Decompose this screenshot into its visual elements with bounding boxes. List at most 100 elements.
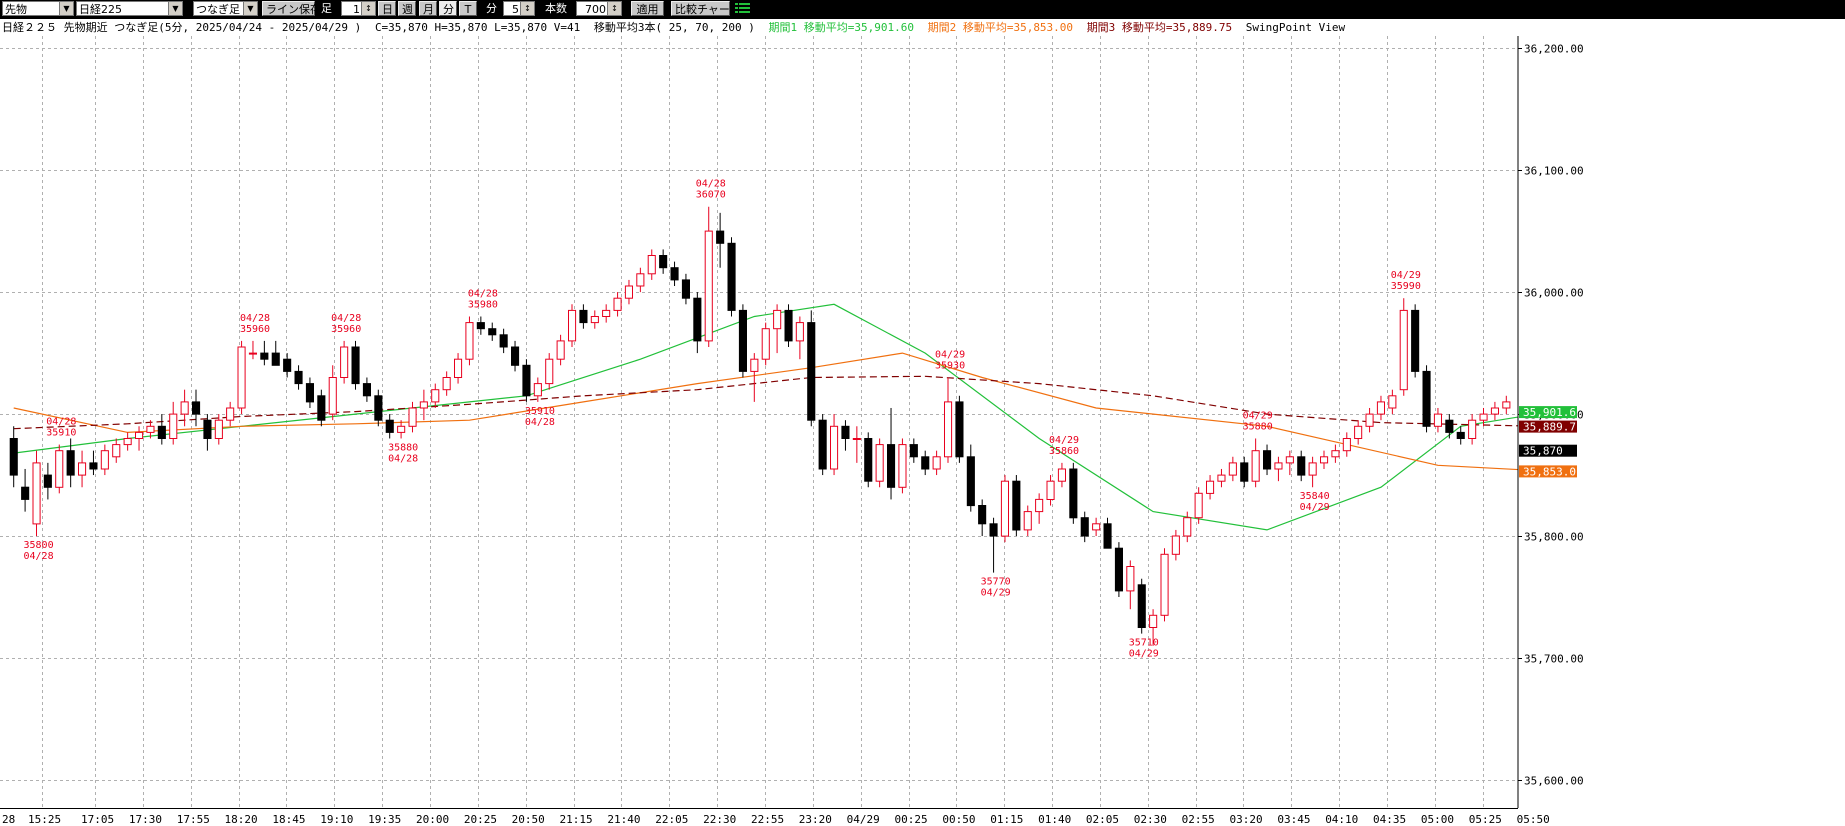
- chevron-down-icon[interactable]: ▼: [59, 2, 73, 15]
- candle: [362, 377, 371, 402]
- candle-body: [1217, 474, 1226, 482]
- candle-body: [21, 486, 30, 500]
- month-button[interactable]: 月: [419, 1, 437, 16]
- view-mode-label: SwingPoint View: [1245, 21, 1346, 34]
- candle: [693, 292, 702, 354]
- candle-body: [1411, 309, 1420, 372]
- candle: [898, 438, 907, 494]
- tick-button[interactable]: T: [459, 1, 477, 16]
- week-button[interactable]: 週: [398, 1, 416, 16]
- candle: [989, 517, 998, 573]
- candle: [226, 401, 235, 427]
- x-tick-label: 04:35: [1373, 813, 1406, 826]
- swing-date: 04/28: [388, 453, 418, 464]
- candle-body: [248, 352, 257, 355]
- swing-price: 35710: [1129, 638, 1159, 649]
- chart-info-line: 日経２２５ 先物期近 つなぎ足(5分, 2025/04/24 - 2025/04…: [2, 21, 1352, 35]
- candle: [556, 334, 565, 366]
- candle-body: [1297, 456, 1306, 476]
- period-input[interactable]: 1 ↕: [341, 1, 376, 16]
- candle-body: [1149, 614, 1158, 628]
- candle-body: [271, 352, 280, 366]
- chevron-down-icon[interactable]: ▼: [243, 2, 257, 15]
- candle: [78, 450, 87, 488]
- instrument-select[interactable]: 日経225 ▼: [76, 1, 183, 16]
- candle-body: [112, 444, 121, 458]
- x-tick-label: 20:25: [464, 813, 497, 826]
- list-icon[interactable]: [734, 1, 752, 16]
- x-tick-label: 22:05: [655, 813, 688, 826]
- spinner-icon[interactable]: ↕: [520, 2, 534, 15]
- market-select[interactable]: 先物 ▼: [2, 1, 74, 16]
- candle: [1376, 395, 1386, 421]
- candle-body: [693, 297, 702, 342]
- candle: [1149, 609, 1158, 646]
- candle-body: [1479, 413, 1488, 421]
- compare-chart-button[interactable]: 比較チャート: [671, 1, 741, 16]
- chart-type-select[interactable]: つなぎ足 ▼: [193, 1, 258, 16]
- candle-body: [43, 474, 52, 488]
- minute-input[interactable]: 5 ↕: [503, 1, 535, 16]
- price-tag-bg: [1519, 465, 1577, 478]
- swing-date: 04/29: [1300, 502, 1330, 513]
- y-tick-label: 35,700.00: [1524, 653, 1584, 666]
- day-button[interactable]: 日: [378, 1, 396, 16]
- swing-date: 04/29: [981, 588, 1011, 599]
- candle: [214, 414, 223, 445]
- candle-body: [157, 425, 166, 439]
- candle: [1057, 462, 1067, 488]
- candle: [545, 353, 554, 390]
- candle: [1479, 407, 1488, 427]
- count-input[interactable]: 700 ↕: [576, 1, 622, 16]
- candle-body: [305, 383, 314, 403]
- y-tick-label: 36,100.00: [1524, 165, 1584, 178]
- minute-button[interactable]: 分: [439, 1, 457, 16]
- save-line-button[interactable]: ライン保存: [262, 1, 321, 16]
- candle-body: [727, 242, 736, 311]
- spinner-icon[interactable]: ↕: [607, 2, 621, 15]
- candle-body: [738, 309, 748, 372]
- candle: [317, 389, 326, 427]
- candle: [476, 316, 485, 335]
- candle-body: [898, 444, 907, 488]
- swing-date: 04/29: [1049, 435, 1079, 446]
- candle: [123, 432, 132, 451]
- spinner-icon[interactable]: ↕: [361, 2, 375, 15]
- chevron-down-icon[interactable]: ▼: [168, 2, 182, 15]
- candle-body: [784, 309, 793, 342]
- x-axis: 28 15:25 17:05 17:30 17:55 18:20 18:45 19:10 19:…: [0, 808, 1550, 826]
- candle: [1331, 444, 1340, 463]
- candle: [340, 340, 349, 384]
- candle-body: [659, 255, 668, 269]
- candle-body: [1012, 480, 1021, 531]
- candle-body: [602, 309, 611, 317]
- swing-date: 04/28: [23, 551, 53, 562]
- candle: [374, 389, 383, 427]
- candle-body: [932, 456, 941, 470]
- candle: [146, 420, 155, 439]
- swing-date: 04/28: [468, 289, 498, 300]
- candle: [112, 438, 121, 463]
- apply-button[interactable]: 適用: [631, 1, 664, 16]
- swing-date: 04/28: [331, 313, 361, 324]
- candle-body: [511, 346, 520, 366]
- price-tag-bg: [1519, 444, 1577, 457]
- candle-body: [887, 444, 896, 488]
- candle-body: [442, 377, 451, 391]
- candle-body: [841, 425, 850, 439]
- candle-body: [283, 358, 292, 372]
- count-label: 本数: [545, 2, 567, 15]
- price-tag-label: 35,853.0: [1523, 465, 1576, 478]
- candle: [21, 468, 30, 512]
- x-tick-label: 05:25: [1469, 813, 1502, 826]
- candle-body: [1228, 462, 1237, 476]
- swing-price: 35980: [468, 300, 498, 311]
- candle-body: [454, 358, 463, 379]
- candle: [1263, 444, 1272, 476]
- candle: [1160, 548, 1169, 622]
- candle-body: [533, 383, 542, 397]
- price-chart[interactable]: 3580004/2804/283591004/283596004/2835960…: [0, 36, 1845, 826]
- candle: [1399, 298, 1408, 396]
- candle-body: [636, 273, 645, 287]
- candle: [294, 365, 303, 390]
